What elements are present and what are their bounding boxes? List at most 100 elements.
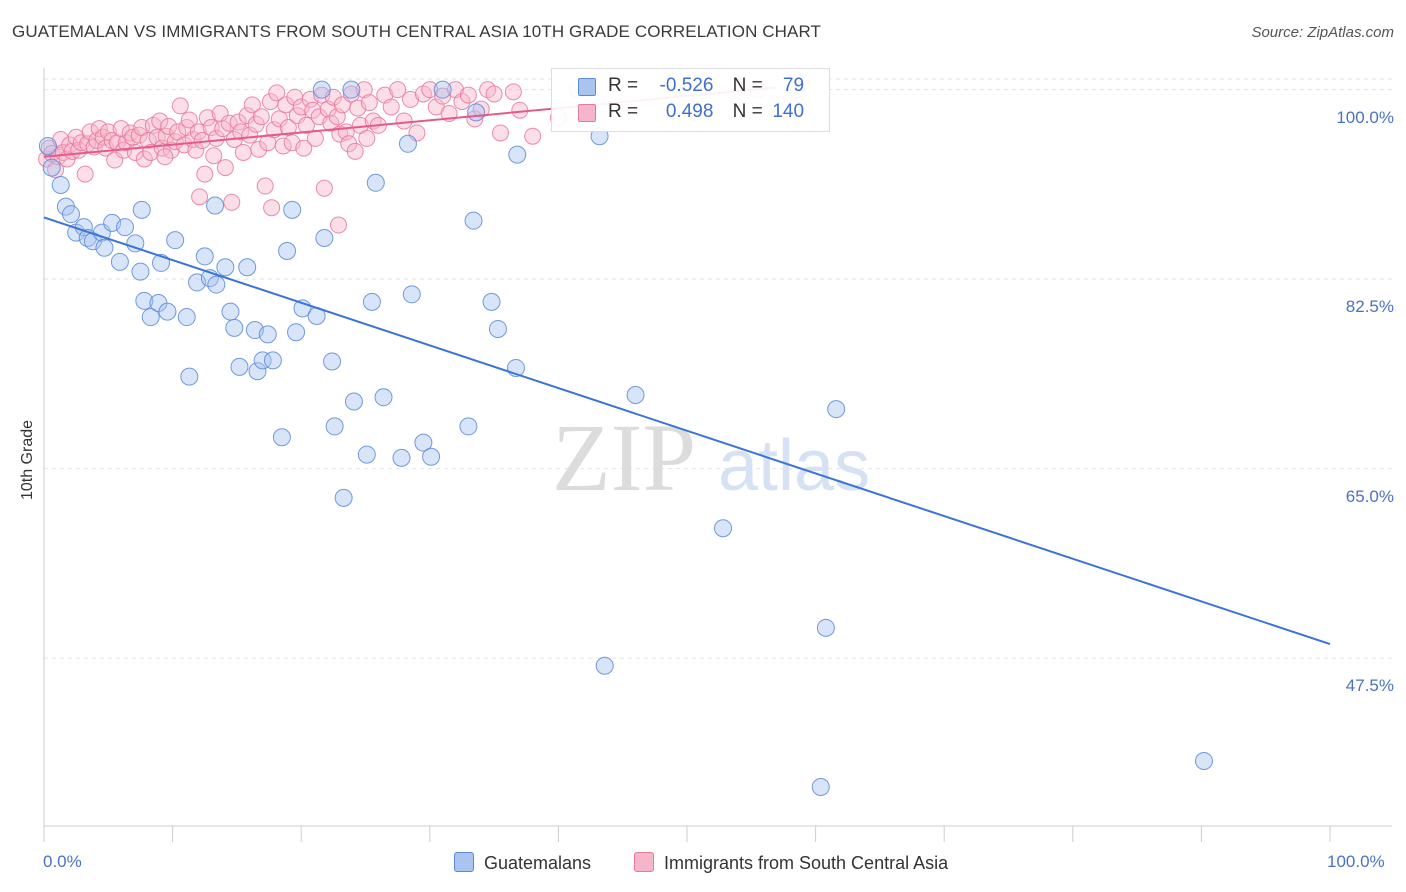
immigrants-point <box>511 101 529 119</box>
immigrants-point <box>90 120 108 138</box>
bottom-legend-label: Guatemalans <box>484 853 592 873</box>
immigrants-point <box>360 94 378 112</box>
guatemalans-point <box>207 275 226 294</box>
guatemalans-point <box>414 433 433 452</box>
immigrants-point <box>243 96 261 114</box>
immigrants-points <box>38 81 767 234</box>
immigrants-point <box>76 165 94 183</box>
immigrants-point <box>162 141 180 159</box>
immigrants-point <box>198 109 216 127</box>
guatemalans-point <box>315 229 334 248</box>
immigrants-point <box>453 93 471 111</box>
immigrants-point <box>232 123 250 141</box>
immigrants-point <box>306 129 324 147</box>
y-tick-label: 65.0% <box>1345 486 1394 506</box>
guatemalans-point <box>392 448 411 467</box>
immigrants-point <box>216 159 234 177</box>
legend-r-label: R = <box>608 75 639 96</box>
watermark-zip: ZIP <box>552 404 696 511</box>
guatemalans-point <box>626 386 645 405</box>
legend-r-value: 0.498 <box>665 101 714 122</box>
immigrants-point <box>492 124 510 142</box>
immigrants-point <box>205 147 223 165</box>
guatemalans-point <box>272 428 291 447</box>
correlation-legend: R = -0.526 N = 79 R = 0.498 N = 140 <box>551 68 830 132</box>
guatemalans-point <box>238 258 257 277</box>
guatemalans-point <box>42 158 61 177</box>
chart-title: GUATEMALAN VS IMMIGRANTS FROM SOUTH CENT… <box>12 22 822 41</box>
immigrants-point <box>355 81 373 99</box>
guatemalans-point <box>811 778 830 797</box>
guatemalans-trend-line <box>43 216 1331 646</box>
immigrants-point <box>160 117 178 135</box>
immigrants-point <box>382 98 400 116</box>
guatemalans-point <box>253 351 272 370</box>
immigrants-point <box>241 126 259 144</box>
immigrants-point <box>270 110 288 128</box>
guatemalans-point <box>225 318 244 337</box>
guatemalans-point <box>158 302 177 321</box>
guatemalans-point <box>374 388 393 407</box>
guatemalans-point <box>287 323 306 342</box>
guatemalans-point <box>110 252 129 271</box>
guatemalans-point <box>398 134 417 153</box>
guatemalans-point <box>323 352 342 371</box>
guatemalans-point <box>402 285 421 304</box>
guatemalans-point <box>482 292 501 311</box>
guatemalans-point <box>230 357 249 376</box>
guatemalans-point <box>216 258 235 277</box>
guatemalans-point <box>248 362 267 381</box>
y-tick-label: 47.5% <box>1345 676 1394 696</box>
guatemalans-point <box>362 292 381 311</box>
legend-r-label: R = <box>608 101 639 122</box>
immigrants-point <box>504 83 522 101</box>
guatemalans-point <box>263 351 282 370</box>
immigrants-point <box>263 199 281 217</box>
bottom-legend-swatch-blue <box>454 852 474 872</box>
legend-swatch-blue <box>578 78 596 96</box>
guatemalans-points <box>38 80 1213 797</box>
immigrants-point <box>524 127 542 145</box>
guatemalans-point <box>180 367 199 386</box>
guatemalans-point <box>116 218 135 237</box>
guatemalans-point <box>464 211 483 230</box>
legend-n-value: 79 <box>782 75 805 96</box>
guatemalans-point <box>357 445 376 464</box>
immigrants-point <box>346 142 364 160</box>
guatemalans-point <box>422 447 441 466</box>
immigrants-point <box>220 114 238 132</box>
guatemalans-point <box>488 319 507 338</box>
source-label: Source: ZipAtlas.com <box>1251 24 1394 41</box>
immigrants-point <box>180 111 198 129</box>
bottom-legend-swatch-pink <box>634 852 654 872</box>
immigrants-point <box>472 100 490 118</box>
guatemalans-point <box>334 488 353 507</box>
legend-n-label: N = <box>732 75 763 96</box>
guatemalans-point <box>816 618 835 637</box>
legend-n-value: 140 <box>772 101 805 122</box>
immigrants-point <box>459 86 477 104</box>
guatemalans-point <box>132 200 151 219</box>
guatemalans-point <box>62 205 81 224</box>
guatemalans-point <box>433 80 452 99</box>
immigrants-point <box>234 143 252 161</box>
immigrants-point <box>315 179 333 197</box>
guatemalans-point <box>508 145 527 164</box>
immigrants-point <box>196 165 214 183</box>
immigrants-point <box>252 108 270 126</box>
immigrants-point <box>297 116 315 134</box>
x-tick-min: 0.0% <box>43 852 82 871</box>
guatemalans-point <box>312 80 331 99</box>
guatemalans-point <box>195 247 214 266</box>
immigrants-point <box>191 188 209 206</box>
guatemalans-point <box>141 308 160 327</box>
immigrants-point <box>389 81 407 99</box>
immigrants-point <box>295 139 313 157</box>
immigrants-point <box>171 97 189 115</box>
y-tick-label: 100.0% <box>1336 107 1394 127</box>
legend-r-value: -0.526 <box>659 75 714 96</box>
x-tick-max: 100.0% <box>1327 852 1385 871</box>
immigrants-point <box>250 140 268 158</box>
guatemalans-point <box>325 417 344 436</box>
immigrants-point <box>395 112 413 130</box>
